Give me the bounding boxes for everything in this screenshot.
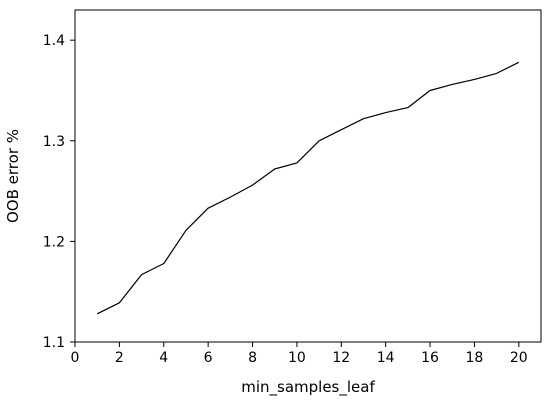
x-tick-label: 8 (248, 350, 257, 366)
ticks-layer: 0 2 4 6 8 10 12 14 16 18 20 1.1 1.2 1.3 1.4 (43, 33, 528, 366)
x-tick-label: 18 (466, 350, 484, 366)
y-axis-label: OOB error % (4, 129, 22, 223)
x-tick-label: 2 (115, 350, 124, 366)
y-tick-label: 1.4 (43, 33, 65, 49)
labels-layer: min_samples_leaf OOB error % (4, 129, 375, 397)
y-tick-label: 1.1 (43, 335, 65, 351)
x-tick-label: 4 (159, 350, 168, 366)
series-layer (96, 61, 520, 315)
series-line (96, 61, 520, 315)
y-tick-label: 1.2 (43, 234, 65, 250)
axes-layer (74, 9, 542, 343)
x-tick-label: 14 (377, 350, 395, 366)
plot-frame (74, 9, 542, 343)
x-tick-label: 0 (71, 350, 80, 366)
x-tick-label: 6 (204, 350, 213, 366)
x-tick-label: 20 (510, 350, 528, 366)
y-tick-label: 1.3 (43, 134, 65, 150)
x-tick-label: 16 (421, 350, 439, 366)
x-tick-label: 12 (332, 350, 350, 366)
x-axis-label: min_samples_leaf (241, 378, 375, 397)
x-tick-label: 10 (288, 350, 306, 366)
